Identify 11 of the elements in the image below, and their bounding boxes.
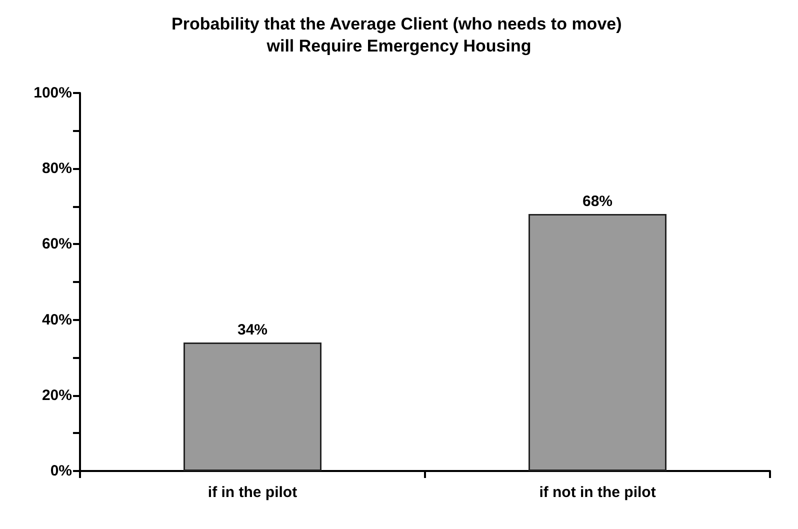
data-label: 34%	[237, 321, 268, 338]
y-tick-label: 40%	[42, 311, 72, 328]
data-label: 68%	[582, 192, 613, 210]
x-tick-label: if not in the pilot	[539, 484, 656, 501]
y-tick-label: 100%	[34, 84, 72, 102]
x-tick-label: if in the pilot	[208, 484, 298, 501]
chart-title: Probability that the Average Client (who needs to move) will Require Emergency Housing	[172, 14, 626, 56]
y-tick-label: 80%	[42, 160, 72, 178]
y-tick-label: 20%	[42, 386, 72, 404]
y-tick-label: 0%	[50, 462, 72, 480]
y-tick-label: 60%	[42, 236, 72, 253]
